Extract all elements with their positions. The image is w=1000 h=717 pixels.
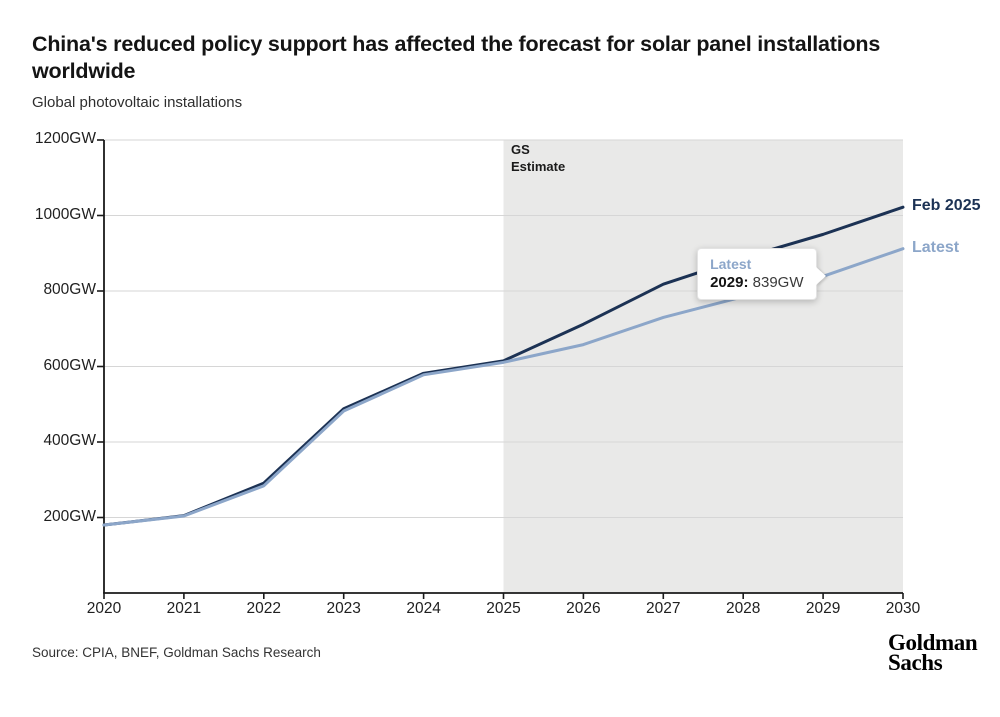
gs-estimate-label: GS Estimate — [511, 141, 565, 175]
y-axis-label: 1200GW — [34, 130, 96, 147]
chart-subtitle: Global photovoltaic installations — [32, 94, 243, 111]
tooltip-pointer-icon — [815, 267, 826, 286]
x-axis-label: 2022 — [246, 600, 282, 617]
tooltip-series-label: Latest — [710, 256, 752, 273]
x-axis-label: 2026 — [566, 600, 601, 617]
tooltip-value-row: 2029: 839GW — [710, 274, 803, 291]
tooltip-value-label: 839GW — [752, 274, 804, 292]
x-axis-label: 2029 — [805, 600, 841, 617]
y-axis-label: 600GW — [43, 356, 96, 374]
line-label-latest: Latest — [912, 238, 960, 256]
tooltip-latest-2029: Latest 2029: 839GW — [697, 248, 826, 301]
tooltip-year-label: 2029: — [710, 274, 749, 292]
x-axis-label: 2020 — [86, 600, 122, 617]
y-axis-label: 400GW — [43, 432, 96, 449]
gs-estimate-label-line2: Estimate — [511, 159, 566, 174]
x-axis-label: 2021 — [166, 600, 202, 617]
x-axis-label: 2030 — [885, 600, 921, 617]
source-note: Source: CPIA, BNEF, Goldman Sachs Resear… — [32, 645, 321, 660]
x-axis-label: 2024 — [406, 600, 441, 617]
page-title-line1: China's reduced policy support has affec… — [32, 32, 881, 56]
gs-estimate-label-line1: GS — [511, 142, 530, 157]
logo-line1: Goldman — [888, 630, 978, 655]
y-axis-label: 1000GW — [34, 205, 96, 223]
logo-line2: Sachs — [888, 649, 943, 675]
y-axis-label: 800GW — [43, 281, 96, 298]
x-axis-label: 2023 — [326, 600, 361, 617]
line-label-feb-2025: Feb 2025 — [912, 197, 981, 215]
x-axis-label: 2025 — [486, 600, 521, 617]
page-title-line2: worldwide — [32, 59, 136, 83]
x-axis-label: 2027 — [646, 600, 681, 617]
goldman-sachs-logo: Goldman Sachs — [888, 630, 978, 675]
y-axis-label: 200GW — [43, 507, 96, 525]
page-title: China's reduced policy support has affec… — [32, 31, 880, 85]
x-axis-label: 2028 — [725, 600, 761, 617]
